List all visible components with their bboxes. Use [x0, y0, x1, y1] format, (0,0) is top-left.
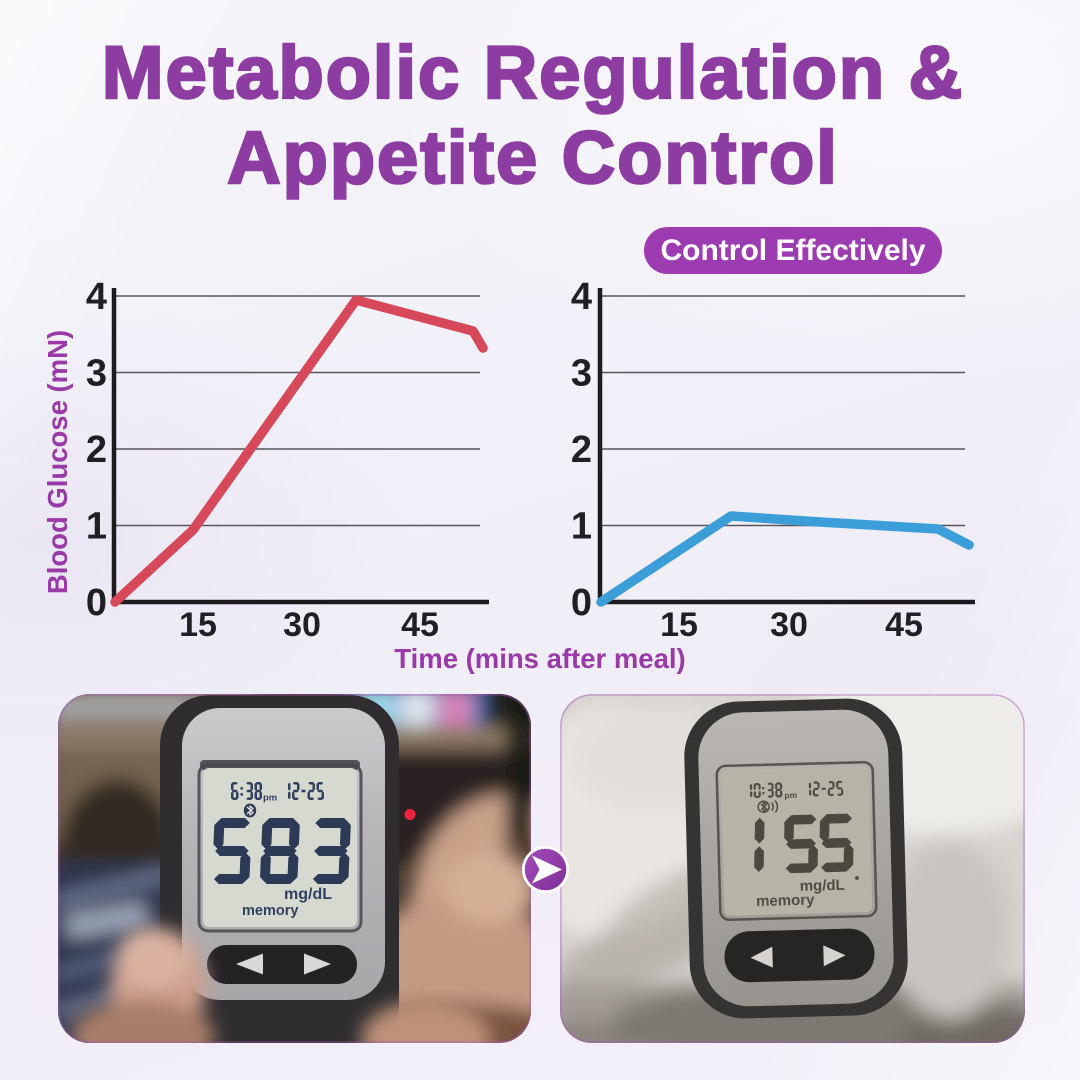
- svg-text:memory: memory: [242, 903, 298, 919]
- svg-text:Blood Glucose (mN): Blood Glucose (mN): [42, 330, 73, 594]
- svg-text:0: 0: [571, 582, 592, 624]
- svg-text:pm: pm: [263, 793, 277, 804]
- svg-text:15: 15: [660, 606, 698, 644]
- svg-text:1: 1: [571, 506, 592, 548]
- svg-text:30: 30: [283, 606, 321, 644]
- svg-text:45: 45: [885, 606, 923, 644]
- svg-text:4: 4: [86, 276, 107, 318]
- svg-text:mg/dL: mg/dL: [284, 886, 332, 903]
- svg-text:3: 3: [571, 353, 592, 395]
- svg-text:45: 45: [401, 606, 439, 644]
- svg-text:30: 30: [770, 606, 808, 644]
- svg-text:mg/dL: mg/dL: [799, 877, 844, 895]
- svg-text:2: 2: [86, 429, 107, 471]
- svg-text:memory: memory: [756, 892, 815, 911]
- svg-text:15: 15: [179, 606, 217, 644]
- svg-text:3: 3: [86, 353, 107, 395]
- svg-text:4: 4: [571, 276, 592, 318]
- svg-text:0: 0: [86, 582, 107, 624]
- svg-text:2: 2: [571, 429, 592, 471]
- svg-text:Time (mins after meal): Time (mins after meal): [394, 643, 685, 674]
- svg-text:1: 1: [86, 506, 107, 548]
- svg-text:pm: pm: [784, 790, 797, 800]
